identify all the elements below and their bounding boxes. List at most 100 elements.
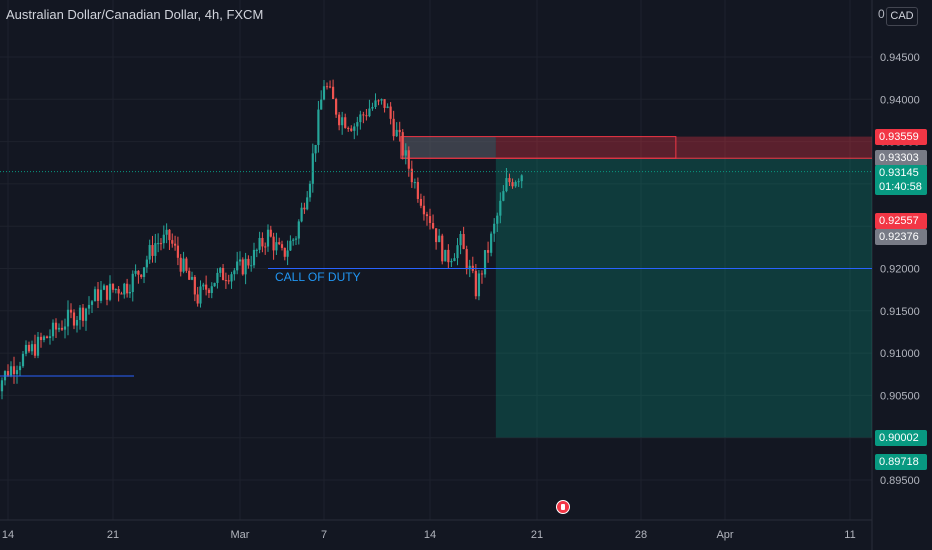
candle-body: [325, 86, 329, 88]
candle-body: [428, 216, 432, 224]
candle-body: [171, 240, 174, 244]
candle-body: [15, 370, 19, 375]
candle-body: [490, 233, 493, 253]
candle-body: [496, 215, 499, 224]
candle-body: [286, 250, 289, 257]
candle-body: [450, 261, 453, 263]
candle-body: [477, 273, 481, 297]
candle-body: [134, 270, 137, 274]
candle-body: [216, 272, 219, 283]
horizontal-lines: [0, 171, 872, 377]
time-tick-label: 7: [321, 529, 327, 541]
time-tick-label: 14: [424, 529, 436, 541]
candle-body: [185, 258, 188, 271]
price-tag: 0.92376: [875, 228, 927, 245]
candle-body: [292, 239, 295, 241]
candle-body: [39, 336, 43, 341]
time-tick-label: 21: [107, 529, 119, 541]
candle-body: [447, 249, 450, 263]
entry-box: [400, 136, 496, 159]
candle-body: [462, 233, 465, 250]
price-tick-label: 0.89500: [880, 475, 920, 487]
candle-body: [413, 182, 416, 184]
candle-body: [486, 250, 490, 253]
candle-body: [300, 207, 303, 222]
candle-body: [386, 106, 389, 108]
candle-body: [66, 309, 70, 327]
candle-body: [173, 243, 177, 246]
candle-body: [456, 245, 459, 259]
time-tick-label: Apr: [716, 529, 733, 541]
canada-flag-icon[interactable]: [556, 500, 570, 514]
candle-body: [368, 108, 371, 117]
candle-body: [383, 99, 386, 108]
candle-body: [162, 234, 165, 244]
candle-body: [261, 237, 264, 247]
candle-body: [244, 258, 247, 275]
candle-body: [90, 301, 94, 305]
candle-body: [236, 261, 239, 271]
candle-body: [250, 265, 253, 267]
price-axis[interactable]: 0.945000.940000.935000.930000.925000.920…: [880, 52, 920, 487]
candle-body: [499, 200, 502, 216]
currency-badge[interactable]: CAD: [886, 7, 918, 26]
candle-body: [128, 292, 132, 294]
candle-body: [0, 380, 4, 392]
candle-body: [241, 259, 244, 275]
candle-body: [258, 237, 261, 250]
candle-body: [502, 191, 505, 201]
candle-body: [255, 249, 258, 251]
candle-body: [72, 312, 76, 326]
candles: [0, 79, 523, 400]
candle-body: [96, 289, 100, 301]
candle-body: [505, 178, 508, 192]
candle-body: [137, 270, 140, 275]
candle-body: [431, 223, 435, 229]
price-tick-label: 0.90500: [880, 390, 920, 402]
candle-body: [9, 366, 13, 376]
time-tick-label: 14: [2, 529, 14, 541]
candle-body: [105, 285, 109, 300]
candle-body: [278, 242, 281, 245]
candle-body: [45, 336, 49, 339]
candle-body: [33, 344, 37, 356]
candle-body: [221, 267, 225, 281]
price-tag: 0.92557: [875, 213, 927, 230]
candle-body: [157, 243, 160, 245]
candle-body: [168, 229, 171, 241]
candle-body: [350, 128, 353, 131]
candle-body: [227, 280, 230, 282]
candle-body: [465, 249, 468, 270]
candle-body: [247, 258, 250, 266]
candle-body: [328, 86, 332, 88]
candle-body: [21, 353, 25, 367]
candle-body: [435, 228, 438, 243]
candle-body: [297, 221, 300, 239]
candle-body: [18, 366, 22, 371]
candle-body: [422, 205, 426, 215]
candle-body: [51, 322, 55, 337]
candle-body: [306, 197, 309, 210]
exchange-label: FXCM: [226, 7, 264, 22]
candle-body: [102, 285, 106, 290]
time-tick-label: 21: [531, 529, 543, 541]
candle-body: [230, 274, 233, 282]
candle-body: [356, 122, 359, 127]
candle-body: [275, 242, 278, 251]
candle-body: [283, 247, 286, 257]
candle-body: [81, 307, 85, 321]
price-tag: 0.93303: [875, 150, 927, 167]
candle-body: [108, 283, 112, 300]
candle-body: [219, 267, 222, 273]
candle-body: [398, 129, 401, 133]
candle-body: [331, 86, 335, 99]
candle-body: [24, 344, 28, 354]
time-axis[interactable]: 14 21 Mar 7 14 21 28 Apr 11: [2, 529, 856, 541]
candle-body: [179, 257, 182, 272]
candle-body: [468, 265, 471, 270]
annotation-label[interactable]: CALL OF DUTY: [275, 270, 361, 284]
candle-body: [511, 182, 514, 187]
candle-body: [419, 198, 423, 206]
candle-body: [344, 117, 347, 128]
